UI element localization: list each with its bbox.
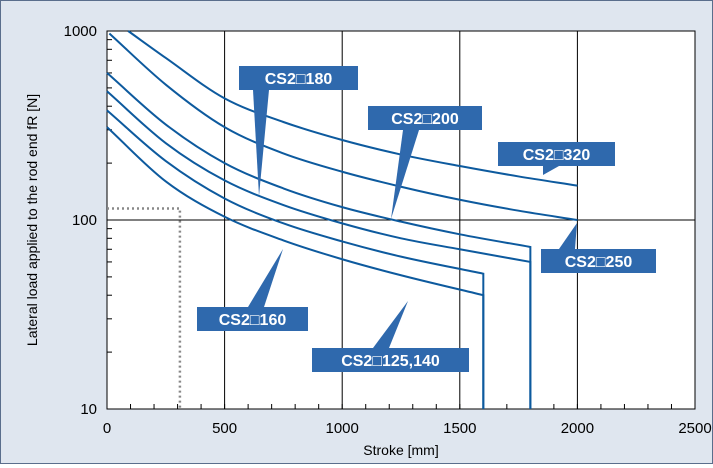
series-label: CS2□180: [239, 66, 358, 196]
series-label-text: CS2□125,140: [341, 353, 440, 370]
series-label-pointer: [248, 249, 283, 307]
reference-lines: [107, 207, 182, 409]
series-curve: [108, 32, 578, 221]
x-tick-label: 0: [103, 420, 111, 437]
y-tick-label: 1000: [64, 23, 97, 40]
series-label-box: [541, 249, 656, 273]
curves: [106, 30, 578, 409]
x-axis-label: Stroke [mm]: [363, 442, 438, 458]
series-label-box: [498, 142, 615, 166]
series-label: CS2□125,140: [312, 301, 469, 372]
series-label: CS2□320: [498, 142, 615, 175]
series-curve: [106, 72, 532, 409]
x-tick-label: 2000: [561, 420, 594, 437]
series-label-text: CS2□160: [219, 312, 287, 329]
series-label-box: [312, 348, 469, 372]
y-tick-label: 10: [80, 401, 97, 418]
series-label-pointer: [373, 301, 408, 348]
x-tick-label: 500: [212, 420, 237, 437]
series-labels: CS2□180 CS2□200 CS2□320 CS2□250 CS2□160 CS2□1…: [197, 66, 656, 372]
series-label-text: CS2□320: [523, 147, 591, 164]
series-label-text: CS2□200: [391, 111, 459, 128]
series-label-text: CS2□250: [565, 254, 633, 271]
series-curve: [127, 30, 578, 187]
series-label-pointer: [391, 130, 419, 219]
series-label-box: [368, 106, 482, 130]
series-label: CS2□200: [368, 106, 482, 219]
series-curve: [106, 109, 485, 409]
y-axis-label: Lateral load applied to the rod end fR […: [24, 94, 40, 346]
series-label: CS2□250: [541, 223, 656, 273]
series-label-box: [197, 307, 308, 331]
series-curve: [106, 126, 485, 409]
grid: [107, 31, 695, 409]
series-label-box: [239, 66, 358, 90]
reference-dotted-line: [107, 207, 182, 409]
x-tick-label: 2500: [678, 420, 711, 437]
x-tick-label: 1000: [326, 420, 359, 437]
series-label-pointer: [543, 166, 559, 175]
y-tick-label: 100: [72, 212, 97, 229]
series-label-text: CS2□180: [265, 71, 333, 88]
series-label-pointer: [253, 90, 269, 196]
series-label: CS2□160: [197, 249, 308, 331]
series-curve: [106, 90, 532, 409]
tick-labels: 0 500 1000 1500 2000 2500 10 100 1000: [64, 23, 712, 437]
series-label-pointer: [559, 223, 577, 249]
x-tick-label: 1500: [443, 420, 476, 437]
